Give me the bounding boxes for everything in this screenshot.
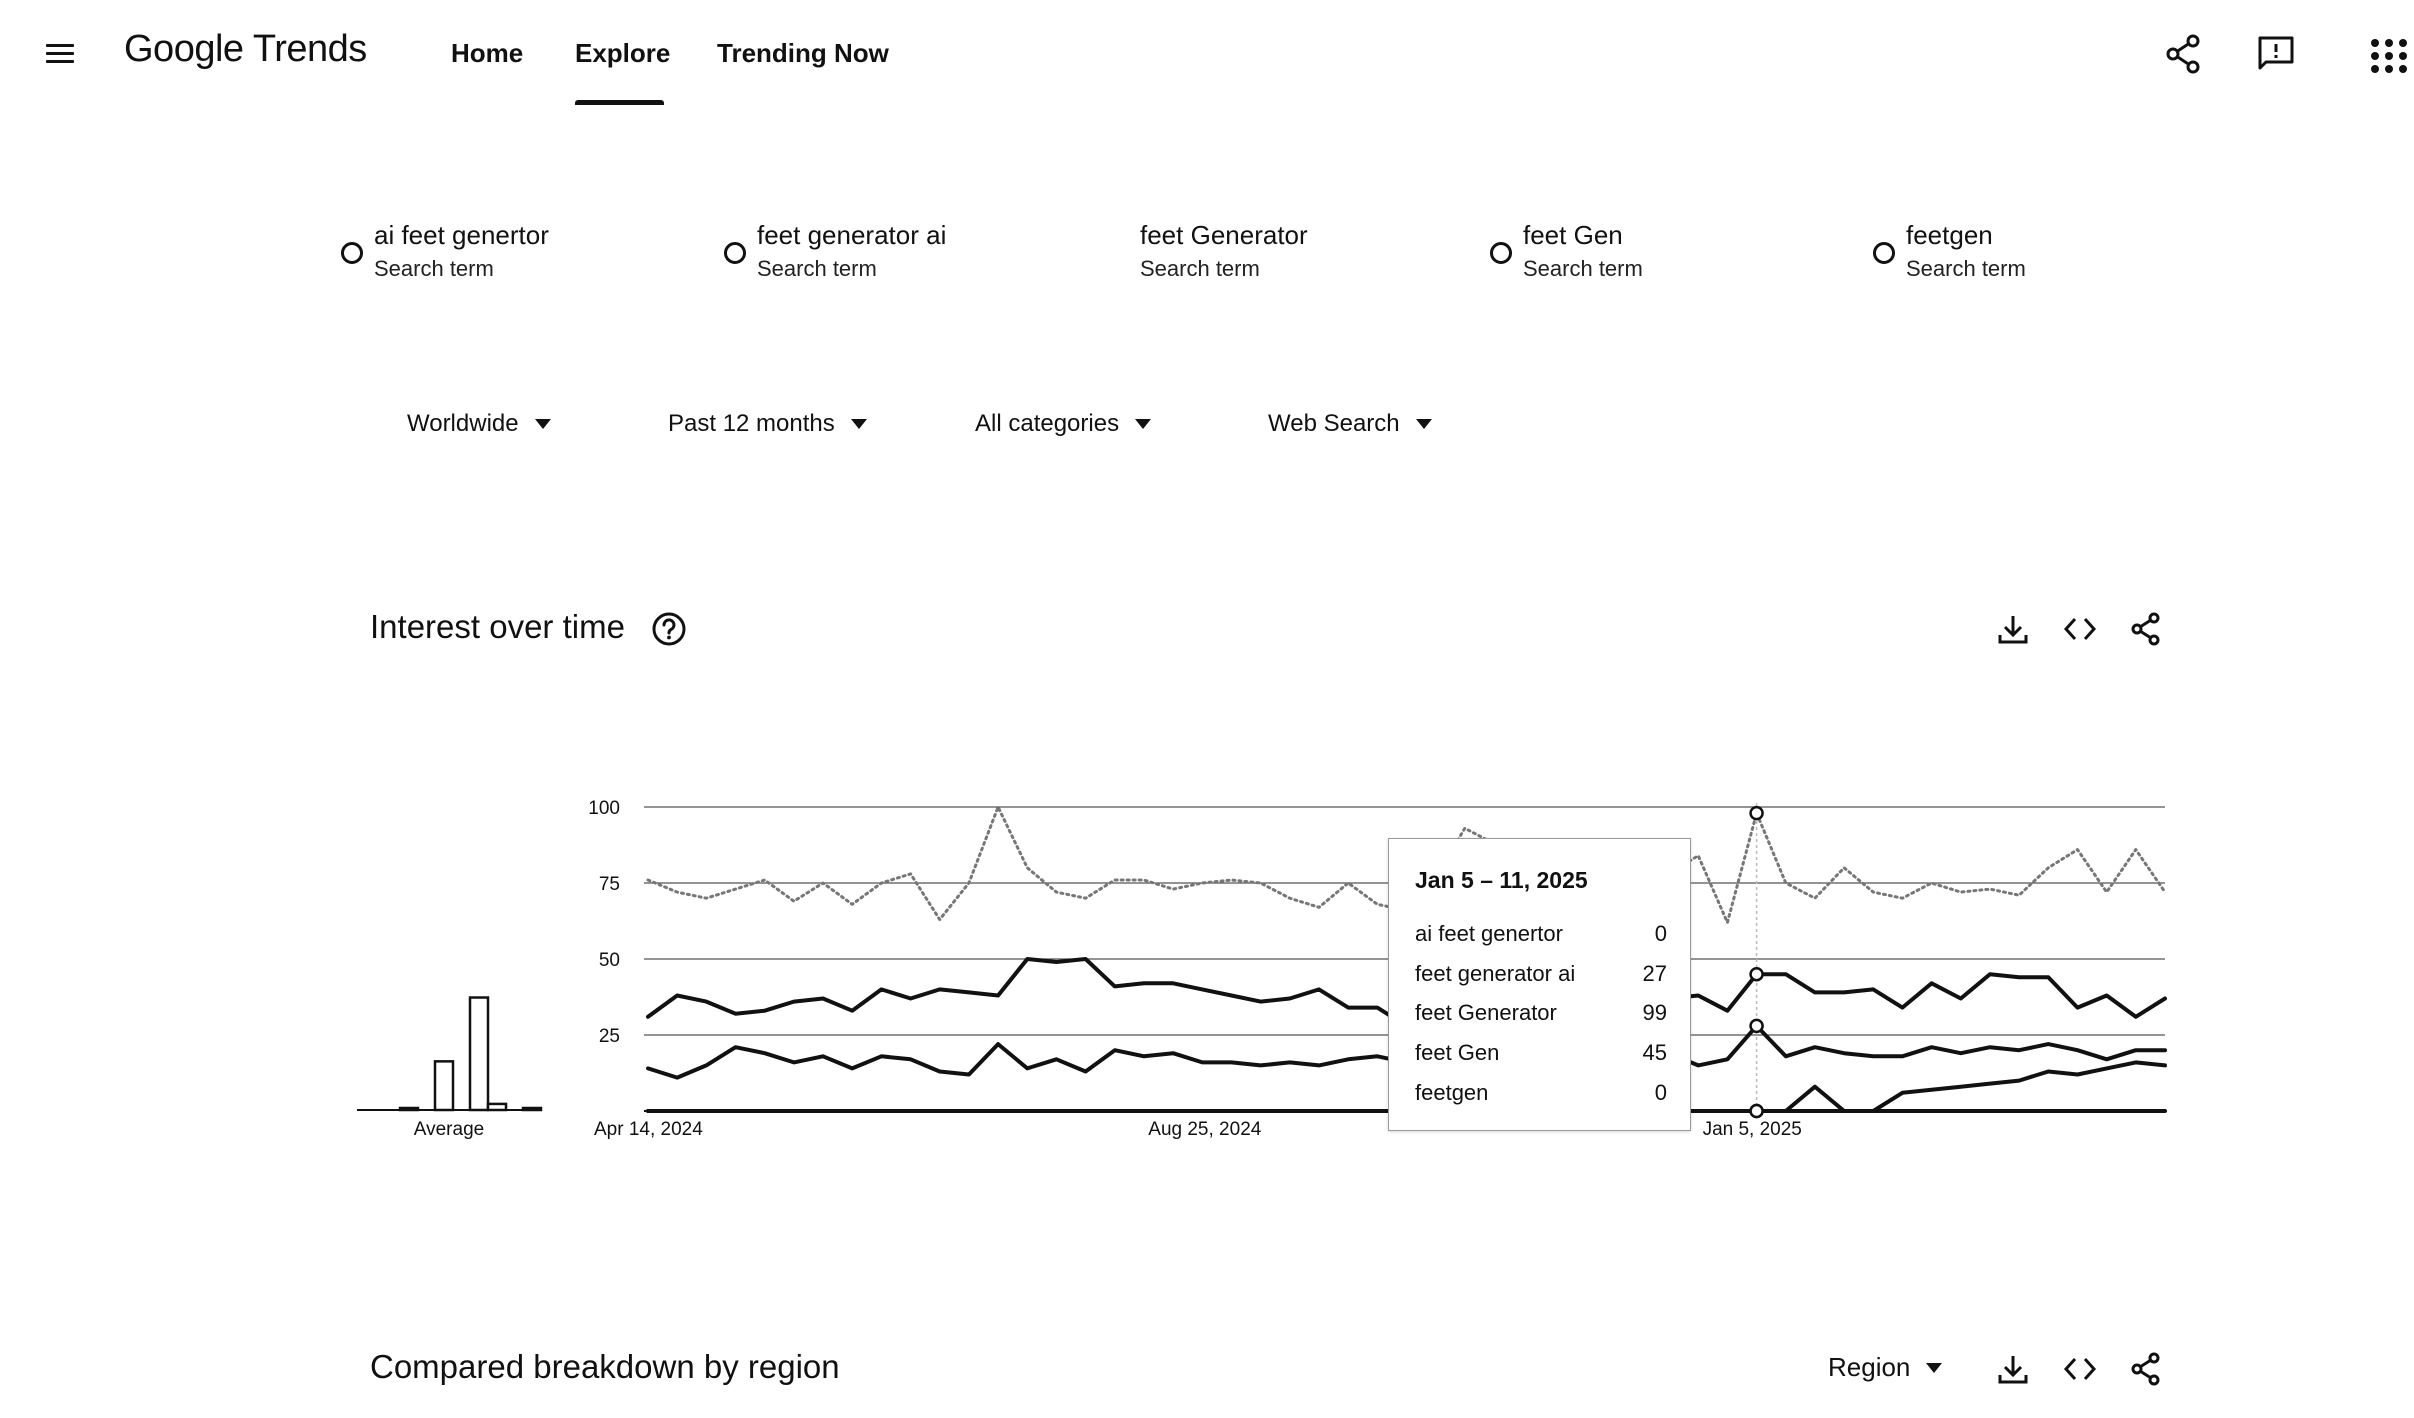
term-color-marker[interactable] [341,242,363,264]
region-share-icon[interactable] [2126,1349,2166,1389]
chart-tooltip: Jan 5 – 11, 2025 ai feet genertor 0 feet… [1388,838,1691,1131]
search-term-name[interactable]: feet Gen [1523,220,1623,250]
tooltip-term-name: feetgen [1415,1080,1489,1105]
y-tick-label: 75 [599,874,620,895]
active-tab-indicator [575,100,664,105]
category-filter[interactable]: All categories [975,410,1152,438]
main-menu-button[interactable] [36,38,84,70]
term-color-marker[interactable] [1490,242,1512,264]
location-filter[interactable]: Worldwide [407,410,551,438]
embed-code-icon[interactable] [2060,609,2100,649]
average-label: Average [414,1119,484,1140]
average-bar [486,1102,508,1112]
dropdown-caret-icon [1415,419,1432,429]
search-term-3[interactable]: feet Generator Search term [1140,218,1308,282]
time-range-filter-label: Past 12 months [668,410,835,437]
tooltip-term-value: 0 [1654,921,1667,946]
tooltip-term-value: 0 [1654,1080,1667,1105]
search-term-1[interactable]: ai feet genertor Search term [341,218,549,282]
help-icon[interactable] [650,610,688,648]
term-color-marker[interactable] [1873,242,1895,264]
search-term-name[interactable]: feet Generator [1140,220,1308,250]
dropdown-caret-icon [1926,1362,1943,1373]
category-filter-label: All categories [975,410,1120,437]
average-bar [521,1106,543,1112]
search-term-4[interactable]: feet Gen Search term [1490,218,1643,282]
y-tick-label: 100 [588,798,620,819]
region-breakdown-title: Compared breakdown by region [370,1348,840,1385]
search-type-filter-label: Web Search [1268,410,1400,437]
location-filter-label: Worldwide [407,410,519,437]
search-term-type: Search term [374,256,494,281]
tooltip-term-value: 27 [1642,961,1667,986]
tooltip-term-name: ai feet genertor [1415,921,1563,946]
search-term-type: Search term [1140,256,1260,281]
tooltip-date: Jan 5 – 11, 2025 [1415,867,1588,893]
tab-trending-now[interactable]: Trending Now [717,38,889,68]
interest-over-time-title: Interest over time [370,608,625,645]
hover-point [1749,1103,1764,1119]
x-tick-label: Jan 5, 2025 [1703,1119,1802,1140]
region-embed-code-icon[interactable] [2060,1349,2100,1389]
search-term-name[interactable]: feet generator ai [757,220,947,250]
tooltip-term-value: 45 [1642,1040,1667,1065]
search-term-type: Search term [1523,256,1643,281]
search-type-filter[interactable]: Web Search [1268,410,1432,438]
feedback-icon[interactable] [2252,30,2300,78]
x-tick-label: Aug 25, 2024 [1148,1119,1261,1140]
tooltip-term-name: feet Generator [1415,1000,1557,1025]
tab-home[interactable]: Home [451,38,524,68]
dropdown-caret-icon [534,419,551,429]
search-term-name[interactable]: feetgen [1906,220,1993,250]
tooltip-term-name: feet generator ai [1415,961,1576,986]
hover-point [1749,1018,1764,1034]
time-range-filter[interactable]: Past 12 months [668,410,867,438]
x-tick-label: Apr 14, 2024 [594,1119,703,1140]
search-term-name[interactable]: ai feet genertor [374,220,549,250]
search-term-5[interactable]: feetgen Search term [1873,218,2026,282]
hover-point [1749,805,1764,821]
y-tick-label: 50 [599,950,620,971]
hover-point [1749,1103,1764,1119]
tab-explore[interactable]: Explore [575,38,671,68]
term-color-marker[interactable] [724,242,746,264]
share-icon[interactable] [2160,30,2208,78]
apps-grid-icon[interactable] [2366,30,2414,78]
hover-point [1749,966,1764,982]
average-bar [433,1060,455,1112]
google-trends-logo[interactable]: Google Trends [124,28,367,70]
region-resolution-select[interactable]: Region [1828,1352,1943,1383]
chart-share-icon[interactable] [2126,609,2166,649]
download-icon[interactable] [1993,609,2033,649]
search-term-2[interactable]: feet generator ai Search term [724,218,947,282]
tooltip-term-value: 99 [1642,1000,1667,1025]
dropdown-caret-icon [1135,419,1152,429]
search-term-type: Search term [1906,256,2026,281]
dropdown-caret-icon [850,419,867,429]
average-bar [468,996,490,1112]
search-term-type: Search term [757,256,877,281]
region-download-icon[interactable] [1993,1349,2033,1389]
y-tick-label: 25 [599,1026,620,1047]
region-select-label: Region [1828,1352,1911,1382]
tooltip-term-name: feet Gen [1415,1040,1500,1065]
average-bar [398,1106,420,1112]
